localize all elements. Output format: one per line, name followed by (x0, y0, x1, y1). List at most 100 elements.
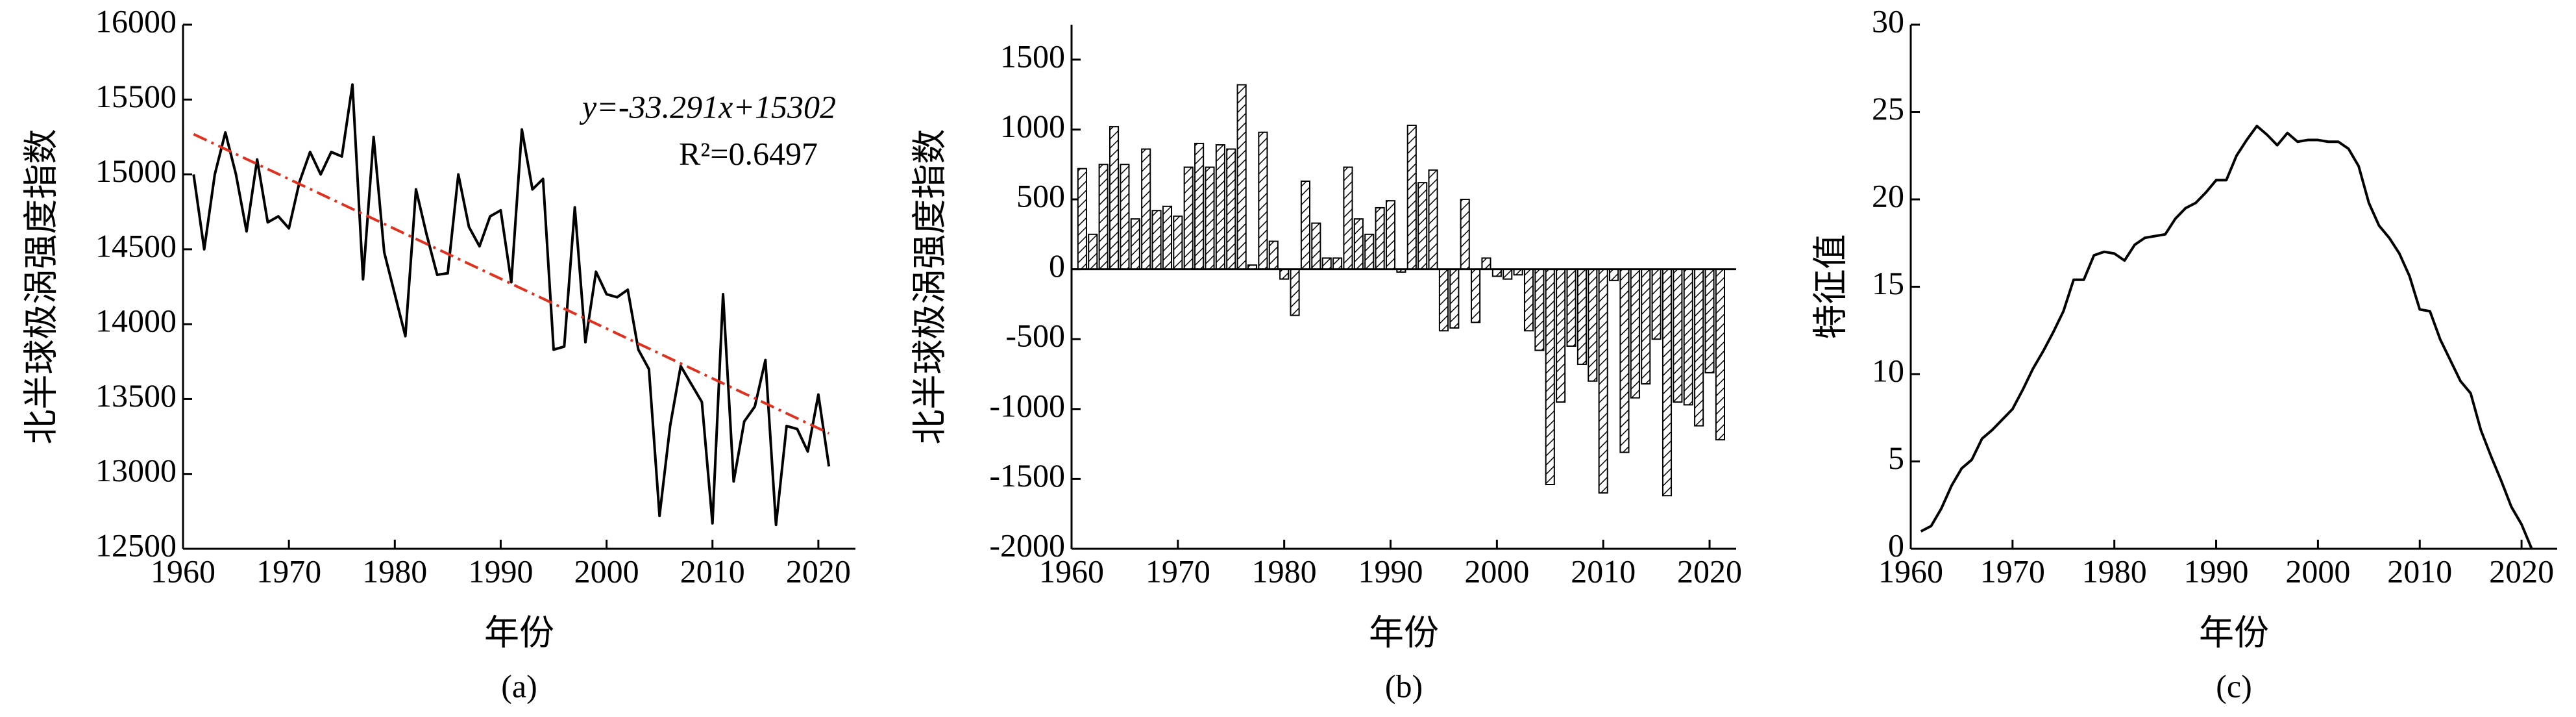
y-axis-label: 特征值 (1810, 234, 1851, 340)
bar (1523, 268, 1534, 332)
bar (1279, 268, 1290, 280)
bar (1194, 142, 1205, 270)
x-axis-label: 年份 (1369, 612, 1439, 653)
bar (1205, 166, 1215, 270)
bar (1471, 268, 1481, 323)
bar (1503, 268, 1513, 280)
bar (1662, 268, 1673, 497)
bar (1481, 257, 1491, 270)
bar (1173, 215, 1183, 270)
bar (1609, 268, 1619, 281)
y-tick-label: 0 (1888, 527, 1904, 563)
y-tick-label: 0 (1049, 247, 1065, 284)
bar (1385, 200, 1396, 270)
bar (1598, 268, 1608, 494)
y-tick-label: 20 (1872, 177, 1904, 214)
x-tick-label: 2000 (574, 553, 639, 589)
bar (1438, 268, 1449, 332)
y-tick-label: 1500 (1000, 38, 1065, 74)
x-tick-label: 1990 (468, 553, 533, 589)
y-tick-label: 13500 (95, 377, 177, 414)
bar (1534, 268, 1545, 351)
y-tick-label: 25 (1872, 90, 1904, 127)
bar (1321, 257, 1332, 270)
bar (1364, 233, 1375, 270)
x-tick-label: 1970 (1146, 553, 1210, 589)
bar (1491, 268, 1502, 277)
bar (1619, 268, 1630, 453)
bar (1077, 168, 1087, 270)
bar (1162, 205, 1173, 270)
x-axis-label: 年份 (484, 612, 554, 653)
bar (1130, 218, 1140, 270)
x-tick-label: 1980 (362, 553, 427, 589)
x-tick-label: 2010 (1571, 553, 1636, 589)
annotation: y=-33.291x+15302 (579, 88, 836, 125)
y-tick-label: 13000 (95, 452, 177, 488)
y-axis-label: 北半球极涡强度指数 (909, 129, 950, 445)
bar (1428, 169, 1438, 270)
y-axis-label: 北半球极涡强度指数 (21, 129, 62, 445)
x-tick-label: 2000 (2285, 553, 2350, 589)
bar (1375, 207, 1385, 270)
x-tick-label: 1990 (1358, 553, 1423, 589)
bar (1268, 240, 1279, 270)
x-tick-label: 1990 (2184, 553, 2249, 589)
bar (1141, 148, 1151, 270)
bar (1651, 268, 1662, 340)
bar (1226, 148, 1236, 270)
x-tick-label: 1960 (151, 553, 215, 589)
y-tick-label: -1500 (989, 457, 1065, 494)
x-tick-label: 1960 (1878, 553, 1943, 589)
y-tick-label: 12500 (95, 527, 177, 563)
bar (1290, 268, 1300, 316)
y-tick-label: 16000 (95, 3, 177, 39)
x-tick-label: 1980 (1252, 553, 1317, 589)
bar (1694, 268, 1704, 427)
panel: 0 5 10 15 20 25 30 1960 1970 1980 1990 2000 2010 2020… (1810, 3, 2557, 704)
caption: (a) (501, 668, 537, 704)
bar (1088, 233, 1098, 270)
bar (1683, 268, 1693, 406)
y-tick-label: 14000 (95, 303, 177, 339)
y-tick-label: 15 (1872, 265, 1904, 301)
x-tick-label: 1960 (1039, 553, 1104, 589)
bar (1332, 257, 1343, 270)
bar (1460, 199, 1470, 270)
caption: (c) (2216, 668, 2252, 704)
y-tick-label: -500 (1005, 318, 1065, 354)
bar (1704, 268, 1715, 373)
y-tick-label: 500 (1016, 177, 1065, 214)
bar (1545, 268, 1555, 486)
bar (1630, 268, 1640, 399)
bar (1120, 164, 1130, 270)
bar (1588, 268, 1598, 382)
bar (1183, 166, 1194, 270)
bar (1449, 268, 1460, 329)
panel: -2000 -1500 -1000 -500 0 500 1000 1500 1960 1970 1… (909, 25, 1742, 704)
y-tick-label: 15000 (95, 153, 177, 189)
y-tick-label: 5 (1888, 440, 1904, 476)
bar (1406, 124, 1417, 270)
bar (1673, 268, 1683, 403)
bar (1353, 218, 1364, 270)
x-tick-label: 2000 (1464, 553, 1529, 589)
x-tick-label: 2020 (786, 553, 851, 589)
x-axis-label: 年份 (2199, 612, 2269, 653)
x-tick-label: 1970 (1980, 553, 2045, 589)
annotation: R²=0.6497 (679, 135, 818, 171)
bar (1556, 268, 1566, 403)
bar (1098, 164, 1109, 270)
x-tick-label: 2020 (1677, 553, 1742, 589)
y-tick-label: 30 (1872, 3, 1904, 39)
caption: (b) (1385, 668, 1423, 704)
x-tick-label: 2020 (2489, 553, 2554, 589)
x-tick-label: 2010 (680, 553, 745, 589)
bar (1300, 181, 1311, 270)
bar (1151, 210, 1162, 270)
panel: 12500 13000 13500 14000 14500 15000 15500 16000… (21, 3, 855, 704)
y-tick-label: -2000 (989, 527, 1065, 563)
bar (1641, 268, 1651, 385)
y-tick-label: 15500 (95, 78, 177, 114)
